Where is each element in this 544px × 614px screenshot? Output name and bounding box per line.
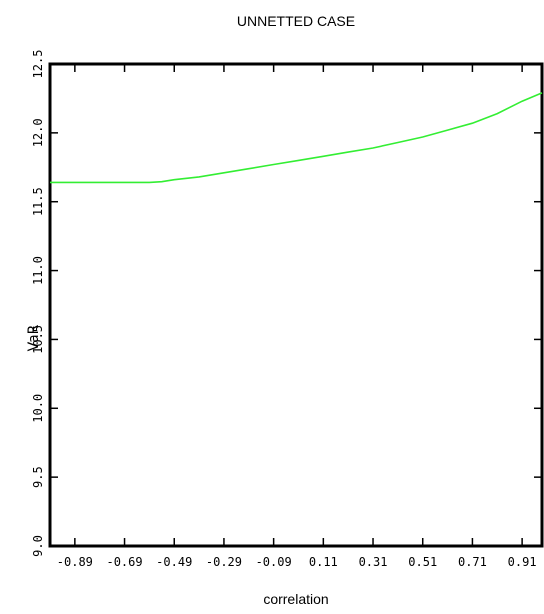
y-tick-label: 12.5 (31, 50, 45, 79)
y-tick-label: 11.5 (31, 187, 45, 216)
y-tick-label: 9.5 (31, 466, 45, 488)
x-tick-label: 0.51 (408, 555, 437, 569)
chart-title: UNNETTED CASE (237, 13, 355, 29)
y-tick-label: 12.0 (31, 118, 45, 147)
x-tick-label: -0.09 (256, 555, 292, 569)
series-line (50, 92, 543, 184)
y-tick-label: 9.0 (31, 535, 45, 557)
x-tick-label: -0.49 (156, 555, 192, 569)
plot-area (48, 62, 544, 548)
y-axis: 9.0 9.5 10.0 10.5 11.0 11.5 12.0 12.5 (31, 50, 542, 557)
plot-frame (48, 62, 544, 548)
x-axis: -0.89 -0.69 -0.49 -0.29 -0.09 0.11 0.31 0.51 0.7… (57, 64, 537, 569)
x-tick-label: -0.69 (106, 555, 142, 569)
y-axis-label: VaR (26, 324, 42, 351)
y-tick-label: 10.5 (31, 325, 45, 354)
y-tick-label: 10.0 (31, 394, 45, 423)
y-tick-label: 11.0 (31, 256, 45, 285)
x-tick-label: 0.71 (458, 555, 487, 569)
x-tick-label: 0.11 (309, 555, 338, 569)
x-tick-label: 0.91 (508, 555, 537, 569)
x-tick-label: -0.89 (57, 555, 93, 569)
x-tick-label: 0.31 (359, 555, 388, 569)
x-tick-label: -0.29 (206, 555, 242, 569)
x-axis-label: correlation (263, 591, 328, 607)
